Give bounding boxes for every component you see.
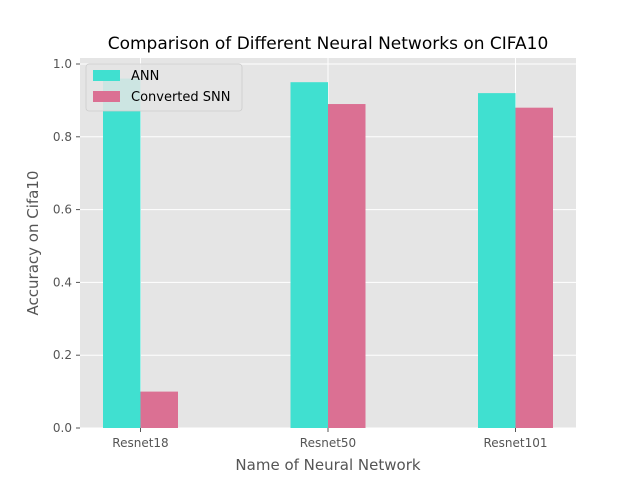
bar-ann-resnet101 (478, 93, 516, 429)
bar-converted-snn-resnet18 (140, 391, 178, 428)
legend-swatch (93, 91, 120, 102)
legend-label: ANN (131, 69, 159, 84)
bar-ann-resnet50 (290, 82, 328, 428)
y-axis-ticks: 0.0 0.2 0.4 0.6 0.8 1.0 (53, 57, 80, 435)
y-tick-label: 0.6 (53, 203, 72, 217)
x-tick-label: Resnet101 (483, 436, 547, 450)
legend: ANN Converted SNN (85, 63, 243, 112)
legend-swatch (93, 70, 120, 81)
y-axis-label: Accuracy on Cifa10 (24, 171, 42, 316)
bar-converted-snn-resnet50 (328, 104, 366, 428)
y-tick-label: 0.0 (53, 421, 72, 435)
y-tick-label: 0.8 (53, 130, 72, 144)
bar-converted-snn-resnet101 (515, 107, 553, 429)
chart-title: Comparison of Different Neural Networks … (108, 34, 549, 54)
legend-box (85, 63, 243, 112)
x-axis-ticks: Resnet18 Resnet50 Resnet101 (112, 428, 548, 450)
x-tick-label: Resnet50 (300, 436, 356, 450)
y-tick-label: 0.4 (53, 275, 72, 289)
bar-ann-resnet18 (103, 78, 141, 428)
y-tick-label: 1.0 (53, 57, 72, 71)
x-axis-label: Name of Neural Network (235, 456, 420, 474)
bars (103, 78, 553, 429)
y-tick-label: 0.2 (53, 348, 72, 362)
legend-label: Converted SNN (131, 90, 231, 105)
x-tick-label: Resnet18 (112, 436, 168, 450)
